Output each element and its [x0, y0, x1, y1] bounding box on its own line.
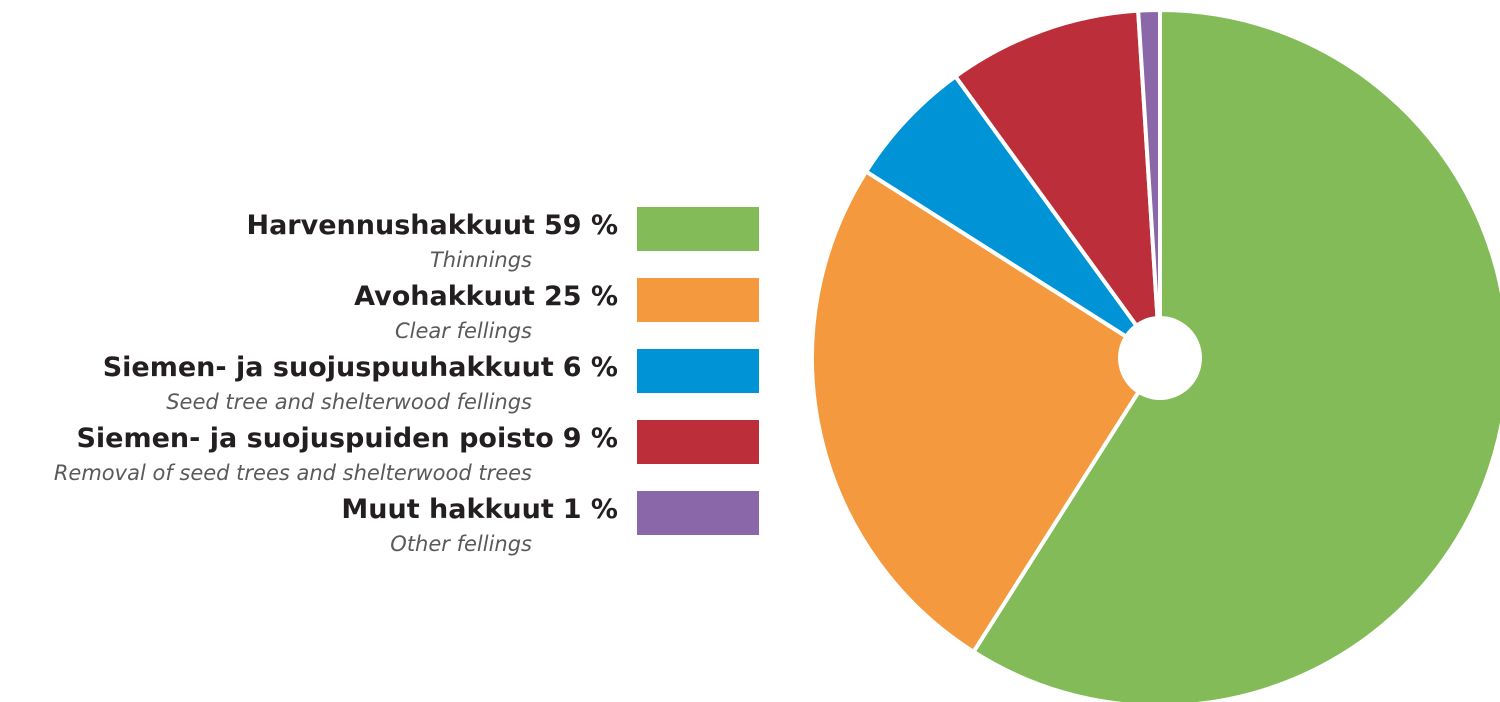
legend-label: Harvennushakkuut 59 %	[246, 210, 618, 241]
legend-label: Siemen- ja suojuspuuhakkuut 6 %	[103, 352, 618, 383]
legend-value: 1 %	[563, 494, 618, 525]
legend-name: Harvennushakkuut	[246, 210, 535, 241]
legend-sublabel: Seed tree and shelterwood fellings	[166, 390, 532, 414]
legend-swatch	[637, 278, 759, 322]
legend-sublabel: Clear fellings	[395, 319, 532, 343]
pie-slice	[1136, 7, 1162, 359]
legend-label: Avohakkuut 25 %	[354, 281, 618, 312]
legend-swatch	[637, 207, 759, 251]
legend-value: 25 %	[544, 281, 618, 312]
legend-swatch	[637, 349, 759, 393]
legend-label: Muut hakkuut 1 %	[341, 494, 618, 525]
pie-slice	[810, 168, 1163, 655]
legend-label: Siemen- ja suojuspuiden poisto 9 %	[76, 423, 618, 454]
legend-value: 9 %	[563, 423, 618, 454]
legend-swatch	[637, 420, 759, 464]
pie-slice	[970, 7, 1500, 702]
legend-swatch	[637, 491, 759, 535]
legend-sublabel: Removal of seed trees and shelterwood tr…	[54, 461, 532, 485]
pie-slice	[863, 73, 1162, 360]
legend-name: Siemen- ja suojuspuuhakkuut	[103, 352, 554, 383]
legend-value: 59 %	[544, 210, 618, 241]
legend-value: 6 %	[563, 352, 618, 383]
legend-name: Avohakkuut	[354, 281, 535, 312]
legend-name: Muut hakkuut	[341, 494, 553, 525]
legend-sublabel: Other fellings	[390, 532, 532, 556]
legend-sublabel: Thinnings	[430, 248, 532, 272]
pie-slice	[952, 8, 1163, 365]
legend-name: Siemen- ja suojuspuiden poisto	[76, 423, 553, 454]
pie-hole	[1118, 316, 1202, 400]
